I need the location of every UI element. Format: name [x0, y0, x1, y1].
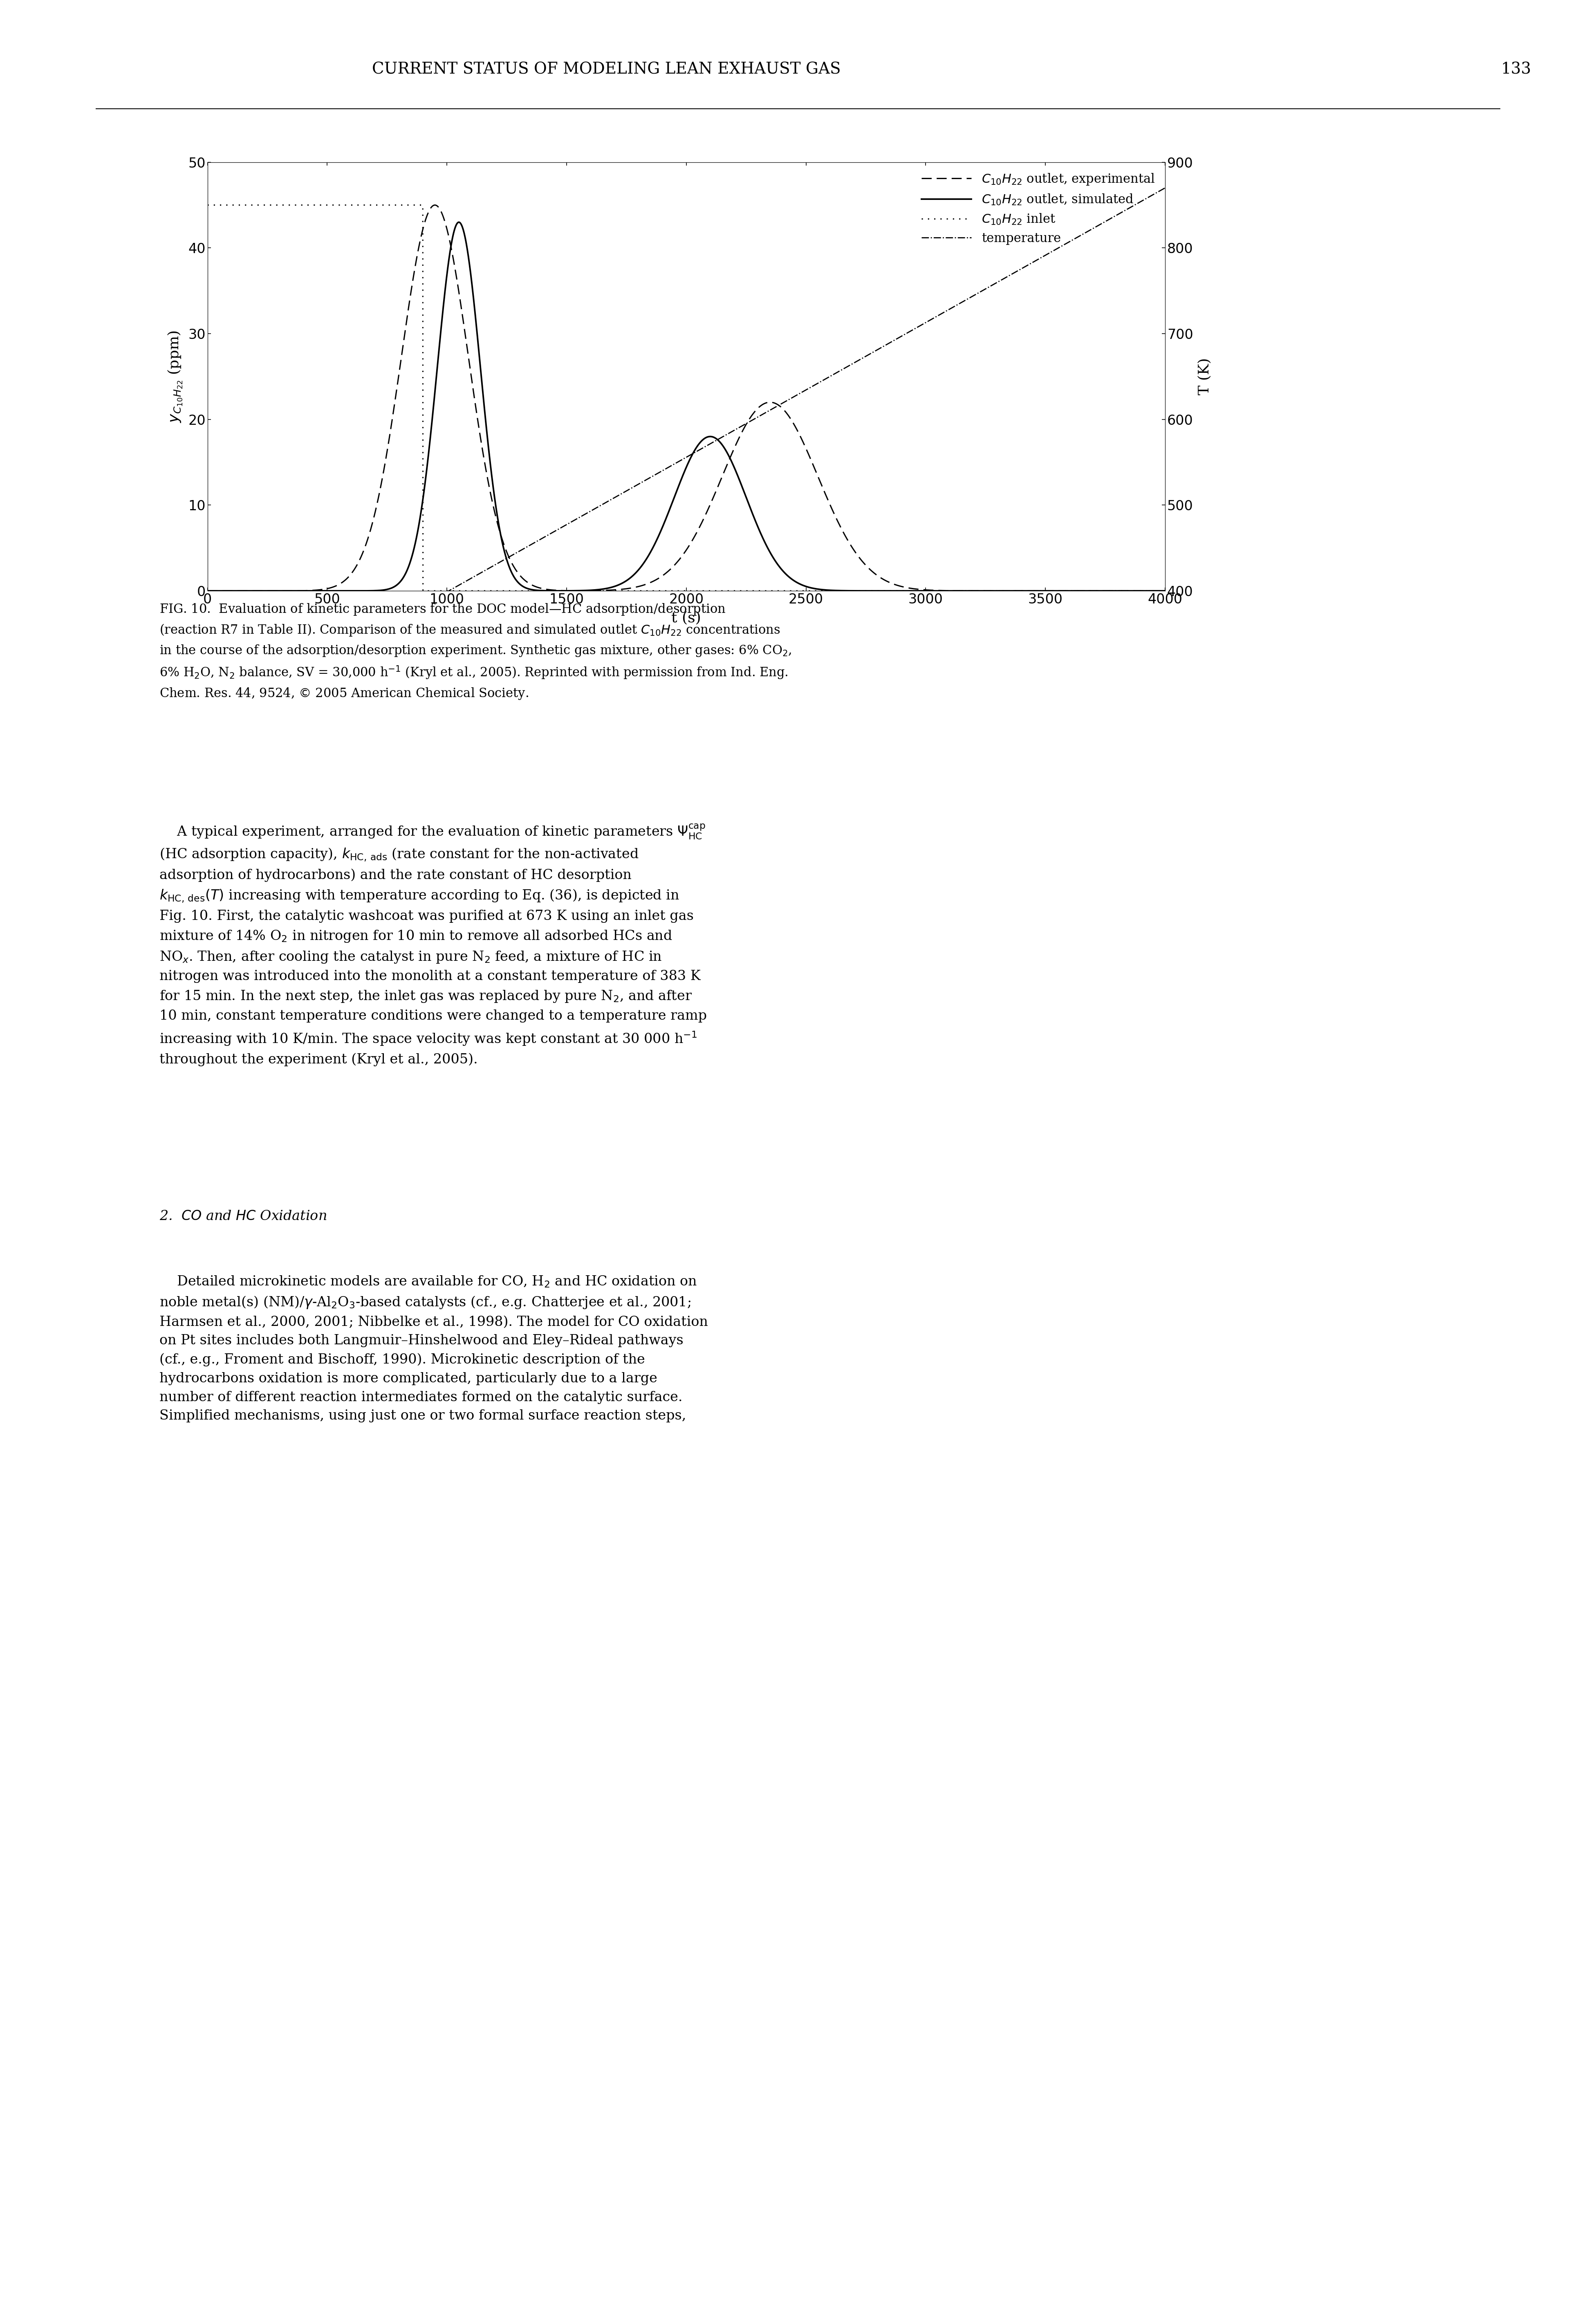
- Text: F$\mathregular{IG}$. 10.  Evaluation of kinetic parameters for the DOC model—HC : F$\mathregular{IG}$. 10. Evaluation of k…: [160, 602, 792, 700]
- Y-axis label: T (K): T (K): [1197, 357, 1211, 396]
- Text: 2.  $CO$ and $HC$ Oxidation: 2. $CO$ and $HC$ Oxidation: [160, 1209, 327, 1223]
- Legend: $C_{10}H_{22}$ outlet, experimental, $C_{10}H_{22}$ outlet, simulated, $C_{10}H_: $C_{10}H_{22}$ outlet, experimental, $C_…: [918, 169, 1159, 248]
- Y-axis label: $y_{C_{10}H_{22}}$ (ppm): $y_{C_{10}H_{22}}$ (ppm): [166, 331, 184, 422]
- Text: A typical experiment, arranged for the evaluation of kinetic parameters $\Psi_{\: A typical experiment, arranged for the e…: [160, 823, 707, 1066]
- Text: CURRENT STATUS OF MODELING LEAN EXHAUST GAS: CURRENT STATUS OF MODELING LEAN EXHAUST …: [372, 63, 841, 76]
- Text: Detailed microkinetic models are available for CO, H$_2$ and HC oxidation on
nob: Detailed microkinetic models are availab…: [160, 1274, 709, 1423]
- X-axis label: t (s): t (s): [672, 612, 701, 626]
- Text: 133: 133: [1502, 63, 1531, 76]
